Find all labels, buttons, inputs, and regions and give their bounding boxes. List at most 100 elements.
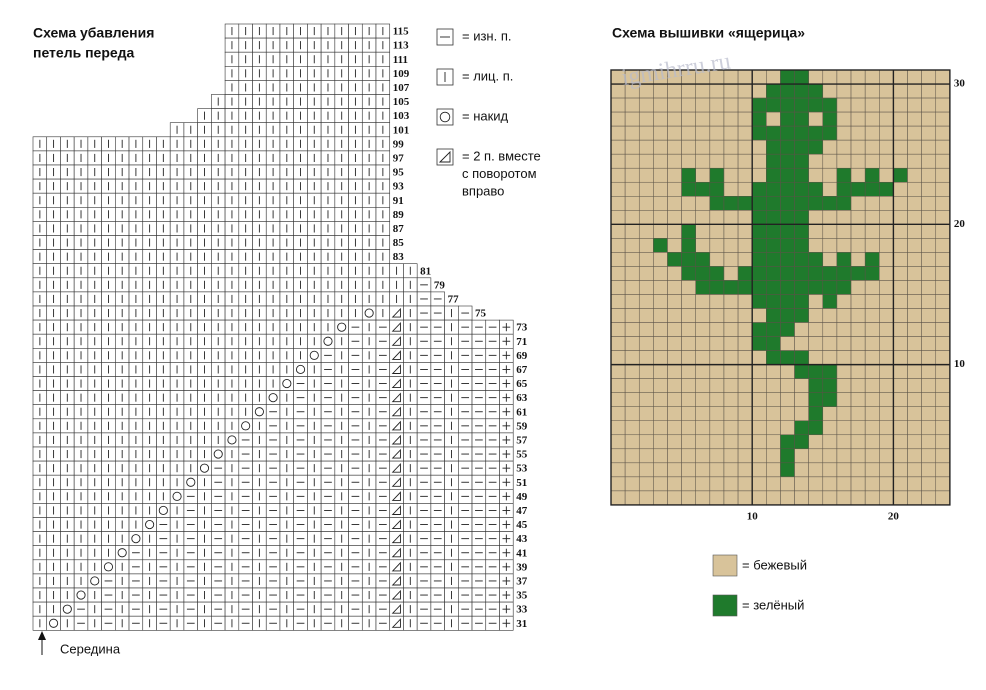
beige-cell xyxy=(723,490,739,506)
beige-cell xyxy=(653,434,668,450)
green-cell xyxy=(794,196,809,211)
beige-cell xyxy=(879,83,894,99)
beige-cell xyxy=(610,350,626,365)
green-cell xyxy=(808,364,824,379)
beige-cell xyxy=(667,308,682,323)
row-number: 67 xyxy=(516,364,528,376)
beige-cell xyxy=(624,125,640,141)
beige-cell xyxy=(695,378,711,393)
beige-cell xyxy=(610,125,626,141)
green-cell xyxy=(794,153,809,169)
beige-cell xyxy=(935,322,951,337)
green-cell xyxy=(681,266,696,281)
beige-cell xyxy=(879,210,894,225)
decrease-symbol xyxy=(391,350,401,360)
stitch-cell xyxy=(293,362,308,377)
green-cell xyxy=(709,266,725,281)
beige-cell xyxy=(638,224,654,239)
decrease-symbol xyxy=(391,547,401,558)
beige-cell xyxy=(667,280,682,295)
beige-cell xyxy=(723,266,739,281)
green-cell xyxy=(850,181,866,197)
beige-cell xyxy=(893,125,908,141)
beige-cell xyxy=(935,336,951,351)
beige-cell xyxy=(921,490,937,506)
green-cell xyxy=(780,210,795,225)
row-number: 103 xyxy=(393,110,410,122)
beige-cell xyxy=(879,238,894,253)
beige-cell xyxy=(921,181,937,197)
beige-cell xyxy=(638,125,654,141)
y-tick-label: 10 xyxy=(954,358,966,370)
beige-cell xyxy=(737,97,753,113)
beige-cell xyxy=(638,392,654,407)
right-title: Схема вышивки «ящерица» xyxy=(612,25,805,41)
beige-cell xyxy=(610,196,626,211)
beige-cell xyxy=(822,462,838,478)
green-cell xyxy=(766,280,781,295)
green-cell xyxy=(808,420,824,436)
beige-cell xyxy=(780,392,795,407)
beige-cell xyxy=(935,490,951,506)
beige-cell xyxy=(751,392,767,407)
beige-cell xyxy=(921,294,937,309)
beige-cell xyxy=(864,364,880,379)
yarn-over-symbol xyxy=(337,322,347,332)
beige-cell xyxy=(737,210,753,225)
decrease-symbol xyxy=(391,477,401,487)
beige-cell xyxy=(794,322,809,337)
green-cell xyxy=(780,322,795,337)
beige-cell xyxy=(879,69,894,85)
row-number: 95 xyxy=(393,167,405,179)
beige-cell xyxy=(737,462,753,478)
beige-cell xyxy=(709,83,725,99)
beige-cell xyxy=(737,378,753,393)
beige-cell xyxy=(751,83,767,99)
beige-cell xyxy=(737,111,753,127)
beige-cell xyxy=(935,392,951,407)
beige-cell xyxy=(638,420,654,436)
beige-cell xyxy=(695,210,711,225)
beige-cell xyxy=(766,364,781,379)
beige-cell xyxy=(808,224,824,239)
row-number: 91 xyxy=(393,195,404,207)
beige-cell xyxy=(921,476,937,492)
beige-cell xyxy=(638,462,654,478)
beige-cell xyxy=(681,448,696,464)
beige-cell xyxy=(836,434,852,450)
beige-cell xyxy=(822,139,838,155)
beige-cell xyxy=(695,294,711,309)
beige-cell xyxy=(667,196,682,211)
beige-cell xyxy=(610,224,626,239)
row-number: 111 xyxy=(393,54,408,66)
stitch-cell xyxy=(87,573,102,589)
stitch-cell xyxy=(238,418,253,434)
beige-cell xyxy=(737,224,753,239)
beige-cell xyxy=(751,434,767,450)
left-title-line: петель переда xyxy=(33,45,135,61)
row-number: 89 xyxy=(393,209,405,221)
green-cell xyxy=(808,252,824,267)
beige-cell xyxy=(879,476,894,492)
green-cell xyxy=(780,434,795,450)
beige-cell xyxy=(935,266,951,281)
beige-cell xyxy=(624,196,640,211)
beige-cell xyxy=(737,69,753,85)
beige-cell xyxy=(624,420,640,436)
decrease-symbol xyxy=(391,603,401,614)
beige-cell xyxy=(780,336,795,351)
decrease-symbol xyxy=(391,533,401,544)
beige-cell xyxy=(850,153,866,169)
decrease-symbol xyxy=(391,589,401,600)
beige-cell xyxy=(850,139,866,155)
beige-cell xyxy=(879,462,894,478)
beige-cell xyxy=(893,434,908,450)
decrease-symbol xyxy=(391,364,401,374)
green-cell xyxy=(780,308,795,323)
beige-cell xyxy=(893,322,908,337)
beige-cell xyxy=(751,378,767,393)
yarn-over-symbol xyxy=(158,505,168,516)
beige-cell xyxy=(624,336,640,351)
beige-cell xyxy=(653,378,668,393)
stitch-cell xyxy=(320,333,336,349)
